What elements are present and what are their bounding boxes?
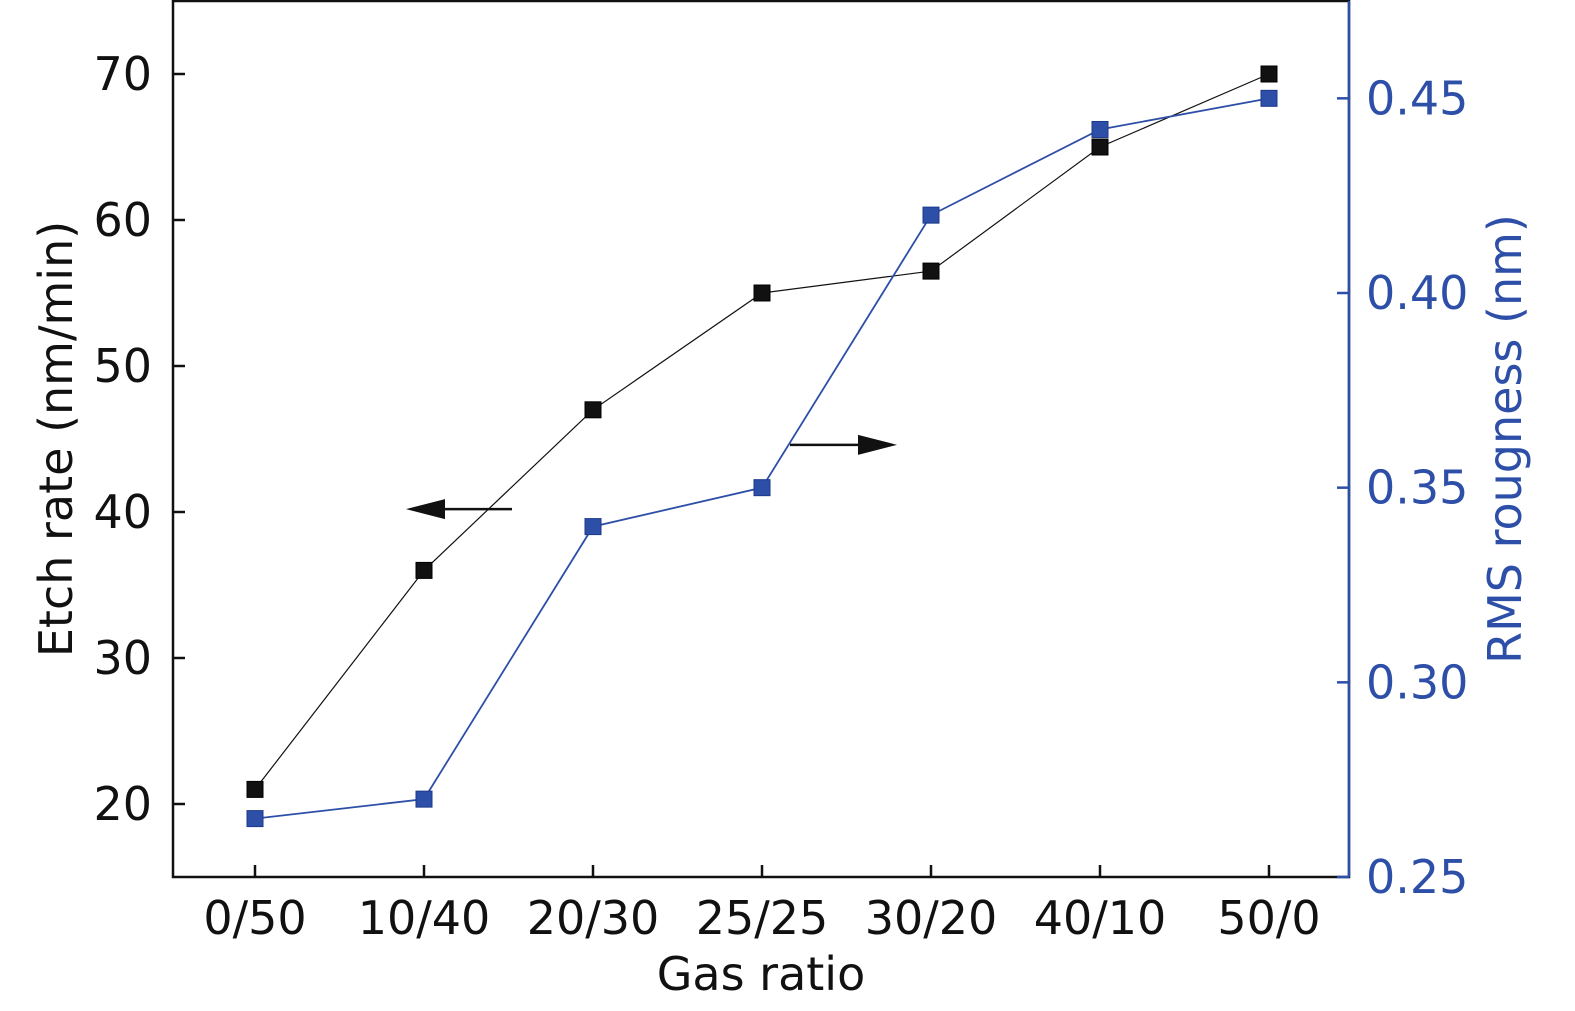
plot-frame (171, 0, 1351, 879)
rms-roughness-marker (922, 206, 940, 224)
right-y-axis-ticks: 0.25 0.30 0.35 0.40 0.45 (1337, 71, 1468, 904)
etch-rate-marker (1260, 65, 1278, 83)
left-y-tick-label: 40 (93, 485, 152, 539)
plot-area-border (171, 0, 1351, 879)
data-series (246, 65, 1278, 828)
right-arrow-head (858, 434, 897, 455)
etch-rate-line (254, 73, 1270, 790)
left-y-tick-label: 60 (93, 193, 152, 247)
etch-rate-marker (415, 561, 433, 579)
right-y-tick-label: 0.25 (1366, 850, 1468, 904)
left-arrow-head (406, 499, 445, 520)
left-y-tick-label: 30 (93, 631, 152, 685)
x-tick-label: 25/25 (696, 891, 829, 945)
etch-rate-marker (753, 284, 771, 302)
axis-arrows (406, 434, 897, 520)
etch-rate-marker (246, 780, 264, 798)
right-y-tick-label: 0.35 (1366, 461, 1468, 515)
rms-roughness-marker (1091, 120, 1109, 138)
x-tick-label: 50/0 (1217, 891, 1320, 945)
x-axis-ticks: 0/50 10/40 20/30 25/25 30/20 40/10 50/0 (203, 865, 1321, 945)
left-y-tick-label: 70 (93, 47, 152, 101)
x-tick-label: 10/40 (358, 891, 491, 945)
x-tick-label: 30/20 (865, 891, 998, 945)
rms-roughness-marker (415, 790, 433, 808)
left-y-tick-label: 50 (93, 339, 152, 393)
right-y-tick-label: 0.30 (1366, 655, 1468, 709)
etch-rate-marker (1091, 138, 1109, 156)
rms-roughness-marker (753, 479, 771, 497)
x-tick-label: 40/10 (1034, 891, 1167, 945)
rms-roughness-line (254, 97, 1270, 820)
rms-roughness-marker (1260, 89, 1278, 107)
etch-rate-marker (922, 262, 940, 280)
x-tick-label: 0/50 (203, 891, 306, 945)
right-y-axis-title: RMS rougness (nm) (1478, 214, 1532, 664)
x-tick-label: 20/30 (527, 891, 660, 945)
left-y-tick-label: 20 (93, 777, 152, 831)
etch-rate-marker (584, 401, 602, 419)
left-y-axis-title: Etch rate (nm/min) (29, 221, 83, 657)
right-y-tick-label: 0.40 (1366, 266, 1468, 320)
rms-roughness-marker (246, 810, 264, 828)
left-y-axis-ticks: 20 30 40 50 60 70 (93, 47, 185, 831)
x-axis-title: Gas ratio (657, 947, 865, 1001)
rms-roughness-marker (584, 518, 602, 536)
right-y-tick-label: 0.45 (1366, 71, 1468, 125)
